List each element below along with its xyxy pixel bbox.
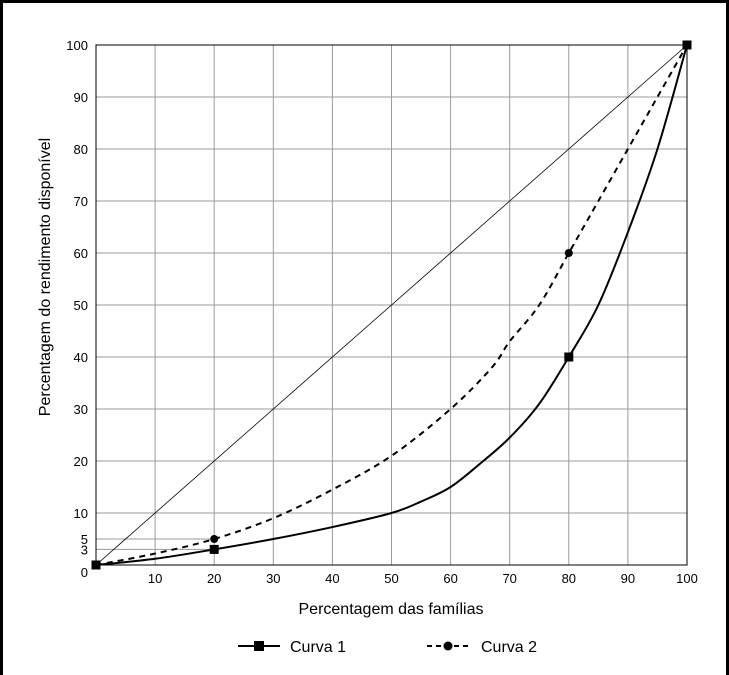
guide-lines bbox=[96, 538, 215, 550]
y-tick-label: 90 bbox=[74, 90, 88, 105]
y-tick-label: 0 bbox=[81, 565, 88, 580]
x-tick-labels: 10 20 30 40 50 60 70 80 90 100 bbox=[148, 571, 698, 586]
legend: Curva 1 Curva 2 bbox=[238, 639, 537, 656]
y-tick-label: 20 bbox=[74, 454, 88, 469]
y-tick-label: 10 bbox=[74, 506, 88, 521]
y-tick-label: 70 bbox=[74, 194, 88, 209]
y-tick-labels: 0 35 10 20 30 40 50 60 70 80 90 100 bbox=[66, 38, 88, 580]
equality-line bbox=[95, 44, 688, 566]
data-point-curva-2 bbox=[564, 249, 573, 257]
x-tick-label: 80 bbox=[562, 571, 576, 586]
x-tick-label: 10 bbox=[148, 571, 162, 586]
x-tick-label: 70 bbox=[502, 571, 516, 586]
x-tick-label: 90 bbox=[621, 571, 635, 586]
data-point-curva-2 bbox=[210, 535, 219, 543]
legend-label-curva-1: Curva 1 bbox=[290, 639, 346, 656]
plot-border bbox=[95, 44, 688, 566]
x-tick-label: 100 bbox=[676, 571, 698, 586]
x-tick-label: 30 bbox=[266, 571, 280, 586]
legend-marker-curva-2 bbox=[443, 641, 453, 651]
x-tick-label: 60 bbox=[443, 571, 457, 586]
y-tick-label: 50 bbox=[74, 298, 88, 313]
y-tick-label: 30 bbox=[74, 402, 88, 417]
x-axis-label: Percentagem das famílias bbox=[299, 601, 484, 618]
y-tick-label: 40 bbox=[74, 350, 88, 365]
series-curves bbox=[95, 44, 688, 566]
legend-label-curva-2: Curva 2 bbox=[481, 639, 537, 656]
series-line-curva-1 bbox=[95, 44, 688, 566]
data-point-curva-1 bbox=[209, 544, 219, 554]
legend-marker-curva-1 bbox=[254, 641, 264, 651]
y-tick-label: 5 bbox=[81, 532, 88, 547]
x-tick-label: 50 bbox=[384, 571, 398, 586]
data-point-curva-1 bbox=[564, 352, 574, 362]
x-tick-label: 40 bbox=[325, 571, 339, 586]
y-axis-label: Percentagem do rendimento disponível bbox=[37, 138, 54, 416]
y-tick-label: 100 bbox=[66, 38, 88, 53]
series-line-curva-2 bbox=[95, 44, 688, 566]
x-tick-label: 20 bbox=[207, 571, 221, 586]
y-tick-label: 60 bbox=[74, 246, 88, 261]
y-tick-label: 3 bbox=[81, 542, 88, 557]
y-tick-label: 80 bbox=[74, 142, 88, 157]
